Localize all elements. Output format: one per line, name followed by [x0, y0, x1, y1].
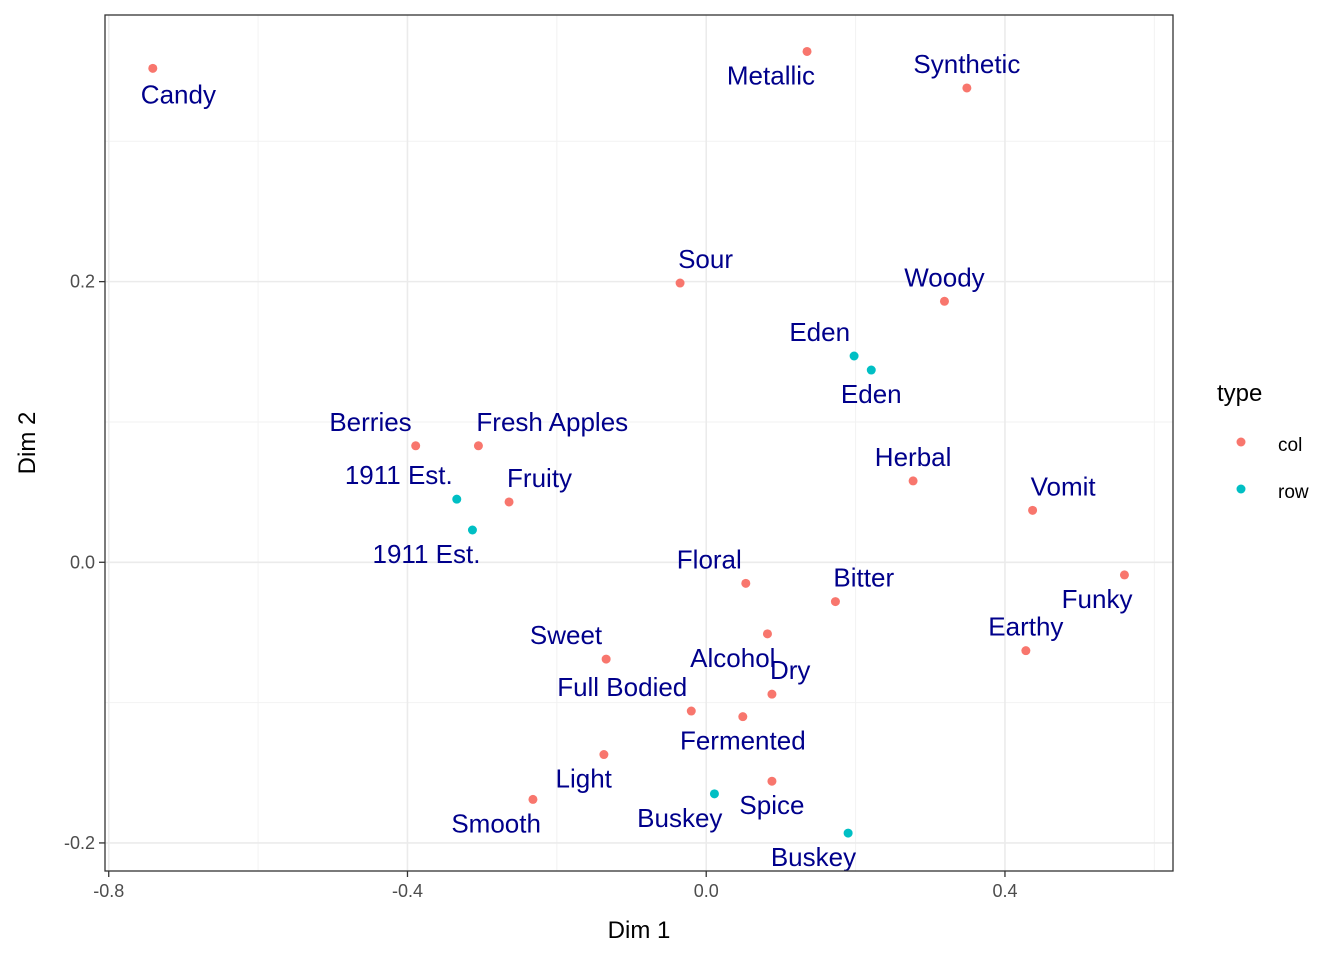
legend-label-row: row [1278, 482, 1309, 503]
point-col [762, 629, 772, 639]
point-label: Woody [904, 262, 984, 292]
grid-lines [105, 15, 1173, 871]
point-row [709, 789, 719, 799]
point-col [767, 776, 777, 786]
point-label: 1911 Est. [373, 539, 481, 569]
point-col [802, 46, 812, 56]
point-label: Fresh Apples [476, 407, 628, 437]
point-col [599, 750, 609, 760]
x-tick-label: -0.8 [93, 881, 124, 901]
point-label: Eden [789, 317, 850, 347]
y-tick-label: 0.2 [70, 272, 95, 292]
y-tick-label: 0.0 [70, 552, 95, 572]
point-row [467, 525, 477, 535]
point-col [686, 706, 696, 716]
point-col [504, 497, 514, 507]
point-label: Herbal [875, 442, 952, 472]
point-label: Full Bodied [557, 672, 687, 702]
point-col [473, 441, 483, 451]
point-label: Bitter [833, 563, 894, 593]
point-col [939, 296, 949, 306]
point-row [452, 494, 462, 504]
point-col [962, 83, 972, 93]
point-col [1119, 570, 1129, 580]
point-label: 1911 Est. [345, 460, 453, 490]
legend: type col row [1217, 380, 1309, 503]
point-label: Alcohol [690, 643, 775, 673]
point-label: Berries [329, 407, 411, 437]
point-label: Fruity [507, 463, 572, 493]
point-label: Metallic [727, 60, 815, 90]
point-label: Light [556, 764, 613, 794]
y-tick-label: -0.2 [64, 833, 95, 853]
point-label: Earthy [988, 612, 1063, 642]
point-col [528, 794, 538, 804]
point-label: Spice [739, 790, 804, 820]
point-label: Buskey [771, 842, 856, 872]
point-label: Funky [1062, 584, 1133, 614]
point-label: Buskey [637, 803, 722, 833]
point-label: Sour [678, 244, 733, 274]
legend-title: type [1217, 380, 1262, 407]
point-label: Smooth [451, 808, 541, 838]
point-row [849, 351, 859, 361]
point-col [1021, 646, 1031, 656]
data-points [148, 46, 1129, 838]
point-label: Synthetic [913, 49, 1020, 79]
point-col [741, 578, 751, 588]
point-col [411, 441, 421, 451]
point-col [601, 654, 611, 664]
point-label: Fermented [680, 726, 806, 756]
point-label: Vomit [1031, 471, 1097, 501]
plot-panel [105, 15, 1173, 871]
point-label: Dry [770, 655, 810, 685]
legend-label-col: col [1278, 435, 1302, 456]
x-tick-label: 0.4 [992, 881, 1017, 901]
x-tick-label: 0.0 [694, 881, 719, 901]
point-row [866, 365, 876, 375]
y-axis-title: Dim 2 [14, 412, 41, 475]
legend-key-row [1236, 484, 1246, 494]
point-label: Sweet [530, 620, 603, 650]
axes: -0.8 -0.4 0.0 0.4 -0.2 0.0 0.2 [64, 272, 1018, 901]
point-col [767, 689, 777, 699]
point-row [843, 828, 853, 838]
point-label: Floral [677, 544, 742, 574]
point-col [675, 278, 685, 288]
point-labels: Candy Metallic Synthetic Sour Woody Eden Eden B… [141, 49, 1133, 872]
x-axis-title: Dim 1 [608, 917, 671, 944]
point-col [738, 712, 748, 722]
legend-key-col [1236, 437, 1246, 447]
point-col [830, 597, 840, 607]
x-tick-label: -0.4 [392, 881, 423, 901]
plot-border [104, 14, 1174, 872]
point-label: Eden [841, 379, 902, 409]
point-col [908, 476, 918, 486]
point-col [148, 63, 158, 73]
point-col [1028, 505, 1038, 515]
point-label: Candy [141, 79, 216, 109]
